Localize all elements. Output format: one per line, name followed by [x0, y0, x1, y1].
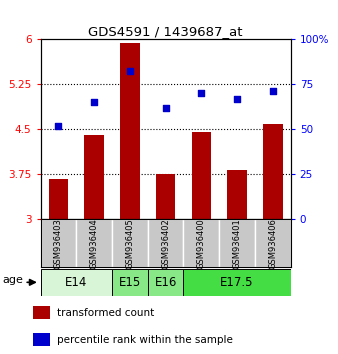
- Text: E16: E16: [154, 276, 177, 289]
- Bar: [227, 170, 247, 219]
- Text: GSM936402: GSM936402: [161, 218, 170, 269]
- Bar: [76, 219, 112, 267]
- Bar: [255, 219, 291, 267]
- Bar: [49, 178, 68, 219]
- Text: age: age: [2, 275, 23, 285]
- Bar: [192, 132, 211, 219]
- Bar: [148, 219, 184, 267]
- Title: GDS4591 / 1439687_at: GDS4591 / 1439687_at: [88, 25, 243, 38]
- Bar: [184, 219, 219, 267]
- Point: [234, 96, 240, 101]
- Bar: [148, 269, 184, 296]
- Bar: [41, 219, 76, 267]
- Text: GSM936404: GSM936404: [90, 218, 99, 269]
- Bar: [33, 333, 50, 346]
- Bar: [184, 269, 291, 296]
- Bar: [219, 219, 255, 267]
- Point: [270, 88, 275, 94]
- Bar: [263, 124, 283, 219]
- Text: GSM936401: GSM936401: [233, 218, 242, 269]
- Text: transformed count: transformed count: [57, 308, 154, 318]
- Text: percentile rank within the sample: percentile rank within the sample: [57, 335, 233, 345]
- Bar: [112, 219, 148, 267]
- Text: E15: E15: [119, 276, 141, 289]
- Text: GSM936403: GSM936403: [54, 218, 63, 269]
- Bar: [84, 135, 104, 219]
- Text: E14: E14: [65, 276, 88, 289]
- Text: GSM936400: GSM936400: [197, 218, 206, 269]
- Bar: [156, 174, 175, 219]
- Point: [56, 123, 61, 129]
- Point: [199, 90, 204, 96]
- Point: [163, 105, 168, 110]
- Text: E17.5: E17.5: [220, 276, 254, 289]
- Bar: [112, 269, 148, 296]
- Text: GSM936406: GSM936406: [268, 218, 277, 269]
- Bar: [120, 43, 140, 219]
- Text: GSM936405: GSM936405: [125, 218, 135, 269]
- Point: [92, 99, 97, 105]
- Bar: [33, 307, 50, 319]
- Point: [127, 69, 132, 74]
- Bar: [41, 269, 112, 296]
